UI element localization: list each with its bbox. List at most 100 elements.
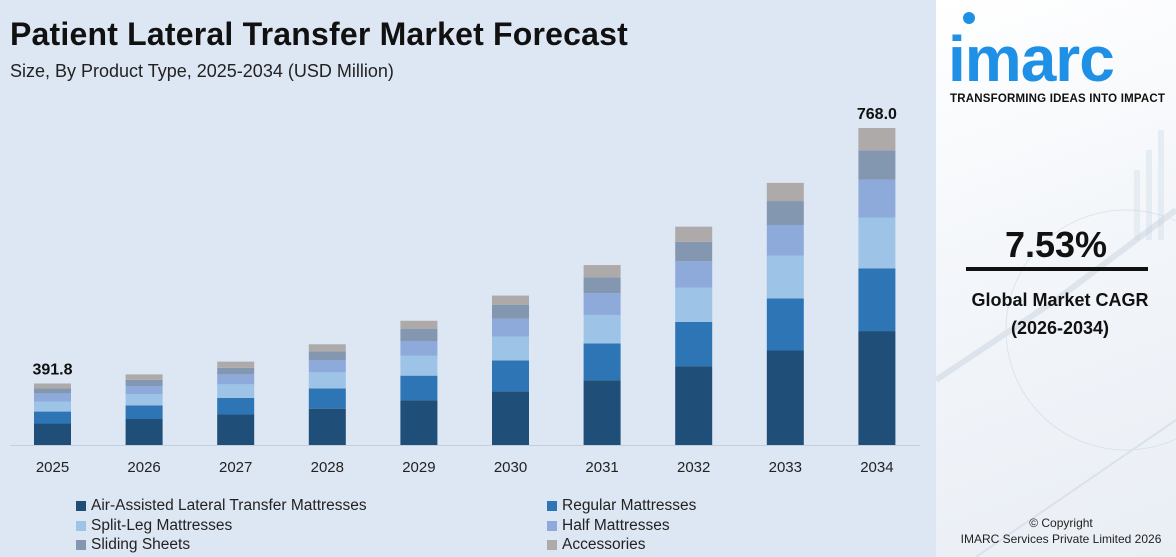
bar-segment bbox=[308, 344, 346, 352]
bar-segment bbox=[125, 394, 163, 406]
bar-segment bbox=[858, 128, 896, 151]
bar-segment bbox=[34, 411, 71, 424]
legend-label: Accessories bbox=[562, 536, 646, 553]
bar-segment bbox=[308, 351, 346, 361]
bar-segment bbox=[34, 383, 71, 389]
bar-segment bbox=[217, 367, 255, 375]
background-chart-decoration bbox=[936, 130, 1176, 557]
legend-item: Air-Assisted Lateral Transfer Mattresses bbox=[76, 497, 367, 515]
bar-segment bbox=[766, 255, 804, 299]
bar-segment bbox=[492, 304, 529, 319]
legend-item: Split-Leg Mattresses bbox=[76, 517, 232, 535]
legend-swatch bbox=[547, 501, 557, 511]
bar-segment bbox=[766, 298, 804, 351]
bar-segment bbox=[675, 226, 713, 242]
bar-segment bbox=[858, 150, 896, 180]
legend-swatch bbox=[547, 540, 557, 550]
x-tick-label: 2029 bbox=[402, 459, 435, 476]
x-tick-label: 2026 bbox=[127, 459, 160, 476]
bar-segment bbox=[583, 277, 621, 294]
info-panel: imarc TRANSFORMING IDEAS INTO IMPACT 7.5… bbox=[936, 0, 1176, 557]
brand-tagline: TRANSFORMING IDEAS INTO IMPACT bbox=[950, 93, 1166, 105]
bar-segment bbox=[125, 374, 163, 380]
bar-segment bbox=[400, 340, 438, 356]
bar-segment bbox=[583, 343, 621, 381]
bar-segment bbox=[400, 355, 438, 376]
bar-segment bbox=[125, 405, 163, 419]
bar-segment bbox=[400, 375, 438, 401]
bar-segment bbox=[766, 182, 804, 202]
x-tick-label: 2028 bbox=[311, 459, 344, 476]
bar-segment bbox=[34, 393, 71, 402]
legend-label: Sliding Sheets bbox=[91, 536, 191, 553]
cagr-value: 7.53% bbox=[1004, 224, 1108, 265]
bar-segment bbox=[675, 366, 713, 445]
bar-segment bbox=[125, 379, 163, 386]
logo-dot-icon bbox=[963, 12, 975, 24]
bar-segment bbox=[400, 400, 438, 445]
legend-item: Accessories bbox=[547, 536, 646, 554]
cagr-divider bbox=[966, 267, 1148, 271]
copyright-line1: © Copyright bbox=[1029, 516, 1093, 530]
cagr-label-line2: (2026-2034) bbox=[1010, 318, 1110, 338]
logo-wordmark: imarc bbox=[948, 23, 1115, 95]
cagr-label-line1: Global Market CAGR bbox=[971, 290, 1149, 310]
x-tick-label: 2034 bbox=[860, 459, 893, 476]
legend-item: Sliding Sheets bbox=[76, 536, 190, 554]
chart-panel: Patient Lateral Transfer Market Forecast… bbox=[10, 16, 920, 554]
copyright: © Copyright IMARC Services Private Limit… bbox=[936, 515, 1176, 547]
x-tick-label: 2032 bbox=[677, 459, 710, 476]
bar-segment bbox=[766, 350, 804, 445]
legend-item: Regular Mattresses bbox=[547, 497, 696, 515]
legend-swatch bbox=[76, 540, 86, 550]
bar-segment bbox=[217, 374, 255, 385]
copyright-line2: IMARC Services Private Limited 2026 bbox=[960, 532, 1162, 546]
legend-label: Split-Leg Mattresses bbox=[91, 516, 233, 534]
bar-segment bbox=[492, 360, 529, 392]
bar-segment bbox=[858, 179, 896, 218]
bar-segment bbox=[583, 293, 621, 315]
bar-segment bbox=[308, 388, 346, 409]
bar-total-label: 391.8 bbox=[32, 361, 72, 378]
bar-segment bbox=[766, 201, 804, 225]
x-tick-label: 2027 bbox=[219, 459, 252, 476]
bar-segment bbox=[308, 408, 346, 445]
bar-segment bbox=[125, 385, 163, 395]
bar-segment bbox=[34, 401, 71, 412]
x-tick-label: 2025 bbox=[36, 459, 69, 476]
chart-title: Patient Lateral Transfer Market Forecast bbox=[10, 16, 629, 52]
legend-label: Half Mattresses bbox=[562, 516, 670, 534]
bar-segment bbox=[858, 268, 896, 332]
legend-swatch bbox=[76, 501, 86, 511]
legend-label: Regular Mattresses bbox=[562, 497, 697, 514]
x-tick-label: 2030 bbox=[494, 459, 527, 476]
bar-segment bbox=[492, 391, 529, 445]
legend-item: Half Mattresses bbox=[547, 517, 670, 535]
x-tick-label: 2031 bbox=[585, 459, 618, 476]
bar-segment bbox=[34, 388, 71, 394]
bar-segment bbox=[858, 217, 896, 269]
bar-segment bbox=[675, 241, 713, 262]
bar-segment bbox=[217, 414, 255, 445]
bar-segment bbox=[583, 380, 621, 445]
chart-subtitle: Size, By Product Type, 2025-2034 (USD Mi… bbox=[10, 61, 394, 81]
bar-segment bbox=[217, 397, 255, 415]
bar-segment bbox=[492, 295, 529, 305]
stacked-bar-chart: 2025 391.8 2026 2027 2028 2029 2030 2031 2032 203… bbox=[10, 106, 920, 476]
bar-segment bbox=[34, 423, 71, 445]
bar-segment bbox=[217, 361, 255, 368]
bar-segment bbox=[400, 329, 438, 341]
x-tick-label: 2033 bbox=[769, 459, 802, 476]
bar-segment bbox=[583, 265, 621, 278]
bar-segment bbox=[492, 336, 529, 361]
bar-segment bbox=[675, 287, 713, 322]
bar-segment bbox=[766, 225, 804, 256]
bar-segment bbox=[675, 322, 713, 367]
legend-swatch bbox=[76, 520, 86, 531]
legend-swatch bbox=[547, 520, 557, 531]
legend-label: Air-Assisted Lateral Transfer Mattresses bbox=[91, 497, 367, 514]
bar-segment bbox=[308, 360, 346, 373]
bar-segment bbox=[125, 419, 163, 445]
bar-segment bbox=[492, 318, 529, 337]
cagr-label: Global Market CAGR (2026-2034) bbox=[936, 286, 1176, 342]
